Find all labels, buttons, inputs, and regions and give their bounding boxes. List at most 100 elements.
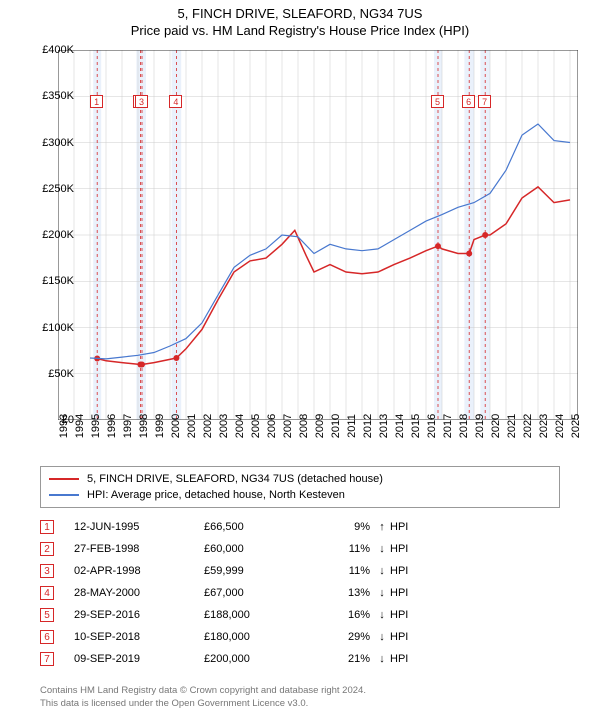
sale-price: £67,000 [204, 587, 314, 599]
sale-row-marker: 4 [40, 586, 54, 600]
sale-date: 12-JUN-1995 [74, 521, 204, 533]
sale-hpi-label: HPI [390, 653, 420, 665]
x-tick-label: 2020 [490, 414, 502, 438]
sale-row: 529-SEP-2016£188,00016%↓HPI [40, 604, 560, 626]
x-tick-label: 2004 [234, 414, 246, 438]
sale-pct: 11% [314, 543, 374, 555]
x-tick-label: 1993 [58, 414, 70, 438]
legend-label: HPI: Average price, detached house, Nort… [87, 489, 345, 501]
sale-row: 4 28-MAY-2000£67,00013%↓HPI [40, 582, 560, 604]
legend-label: 5, FINCH DRIVE, SLEAFORD, NG34 7US (deta… [87, 473, 383, 485]
sale-marker-6: 6 [462, 95, 475, 108]
x-tick-label: 2010 [330, 414, 342, 438]
sale-row: 3 02-APR-1998£59,99911%↓HPI [40, 560, 560, 582]
sale-marker-5: 5 [431, 95, 444, 108]
x-tick-label: 2005 [250, 414, 262, 438]
sale-date: 02-APR-1998 [74, 565, 204, 577]
x-tick-label: 2001 [186, 414, 198, 438]
x-tick-label: 2019 [474, 414, 486, 438]
sale-pct: 13% [314, 587, 374, 599]
sale-row-marker: 7 [40, 652, 54, 666]
x-tick-label: 2006 [266, 414, 278, 438]
sale-row-marker: 6 [40, 630, 54, 644]
chart-container: 5, FINCH DRIVE, SLEAFORD, NG34 7US Price… [0, 6, 600, 716]
sale-direction-icon: ↓ [374, 587, 390, 599]
sale-date: 10-SEP-2018 [74, 631, 204, 643]
x-tick-label: 2013 [378, 414, 390, 438]
sale-pct: 21% [314, 653, 374, 665]
legend-item: 5, FINCH DRIVE, SLEAFORD, NG34 7US (deta… [49, 471, 551, 487]
x-tick-label: 2014 [394, 414, 406, 438]
x-tick-label: 2025 [570, 414, 582, 438]
x-tick-label: 1999 [154, 414, 166, 438]
sale-date: 09-SEP-2019 [74, 653, 204, 665]
y-tick-label: £50K [48, 368, 74, 380]
legend: 5, FINCH DRIVE, SLEAFORD, NG34 7US (deta… [40, 466, 560, 508]
y-tick-label: £150K [42, 275, 74, 287]
x-tick-label: 2002 [202, 414, 214, 438]
x-tick-label: 2015 [410, 414, 422, 438]
footer-line-1: Contains HM Land Registry data © Crown c… [40, 685, 366, 697]
sale-pct: 11% [314, 565, 374, 577]
y-tick-label: £300K [42, 137, 74, 149]
sale-price: £59,999 [204, 565, 314, 577]
sale-price: £60,000 [204, 543, 314, 555]
sale-pct: 9% [314, 521, 374, 533]
chart-title: 5, FINCH DRIVE, SLEAFORD, NG34 7US [0, 6, 600, 21]
x-tick-label: 1998 [138, 414, 150, 438]
sale-price: £180,000 [204, 631, 314, 643]
footer-line-2: This data is licensed under the Open Gov… [40, 698, 366, 710]
sale-hpi-label: HPI [390, 543, 420, 555]
x-tick-label: 2012 [362, 414, 374, 438]
x-tick-label: 2003 [218, 414, 230, 438]
sale-date: 29-SEP-2016 [74, 609, 204, 621]
legend-swatch [49, 494, 79, 496]
x-tick-label: 2008 [298, 414, 310, 438]
y-tick-label: £350K [42, 90, 74, 102]
sale-marker-1: 1 [90, 95, 103, 108]
sale-direction-icon: ↓ [374, 543, 390, 555]
sale-row: 7 09-SEP-2019£200,00021%↓HPI [40, 648, 560, 670]
y-tick-label: £250K [42, 183, 74, 195]
sale-row: 610-SEP-2018£180,00029%↓HPI [40, 626, 560, 648]
sale-row-marker: 3 [40, 564, 54, 578]
sale-pct: 16% [314, 609, 374, 621]
sale-hpi-label: HPI [390, 587, 420, 599]
x-tick-label: 2000 [170, 414, 182, 438]
chart-subtitle: Price paid vs. HM Land Registry's House … [0, 23, 600, 38]
y-tick-label: £200K [42, 229, 74, 241]
sale-direction-icon: ↓ [374, 631, 390, 643]
sale-price: £188,000 [204, 609, 314, 621]
x-tick-label: 1995 [90, 414, 102, 438]
sale-date: 28-MAY-2000 [74, 587, 204, 599]
x-tick-label: 2007 [282, 414, 294, 438]
sale-pct: 29% [314, 631, 374, 643]
sale-marker-4: 4 [169, 95, 182, 108]
sale-marker-7: 7 [478, 95, 491, 108]
x-tick-label: 2009 [314, 414, 326, 438]
x-tick-label: 2018 [458, 414, 470, 438]
legend-swatch [49, 478, 79, 480]
sale-row-marker: 2 [40, 542, 54, 556]
sale-hpi-label: HPI [390, 565, 420, 577]
x-tick-label: 1997 [122, 414, 134, 438]
legend-item: HPI: Average price, detached house, Nort… [49, 487, 551, 503]
x-tick-label: 1994 [74, 414, 86, 438]
x-tick-label: 2016 [426, 414, 438, 438]
sale-price: £200,000 [204, 653, 314, 665]
sale-direction-icon: ↓ [374, 565, 390, 577]
x-tick-label: 1996 [106, 414, 118, 438]
sale-row: 2 27-FEB-1998£60,00011%↓HPI [40, 538, 560, 560]
sale-hpi-label: HPI [390, 609, 420, 621]
x-tick-label: 2021 [506, 414, 518, 438]
y-tick-label: £100K [42, 322, 74, 334]
sale-marker-3: 3 [135, 95, 148, 108]
sale-direction-icon: ↑ [374, 521, 390, 533]
x-tick-label: 2023 [538, 414, 550, 438]
sale-hpi-label: HPI [390, 521, 420, 533]
x-tick-label: 2022 [522, 414, 534, 438]
sale-direction-icon: ↓ [374, 653, 390, 665]
y-tick-label: £400K [42, 44, 74, 56]
sale-date: 27-FEB-1998 [74, 543, 204, 555]
x-tick-label: 2011 [346, 414, 358, 438]
